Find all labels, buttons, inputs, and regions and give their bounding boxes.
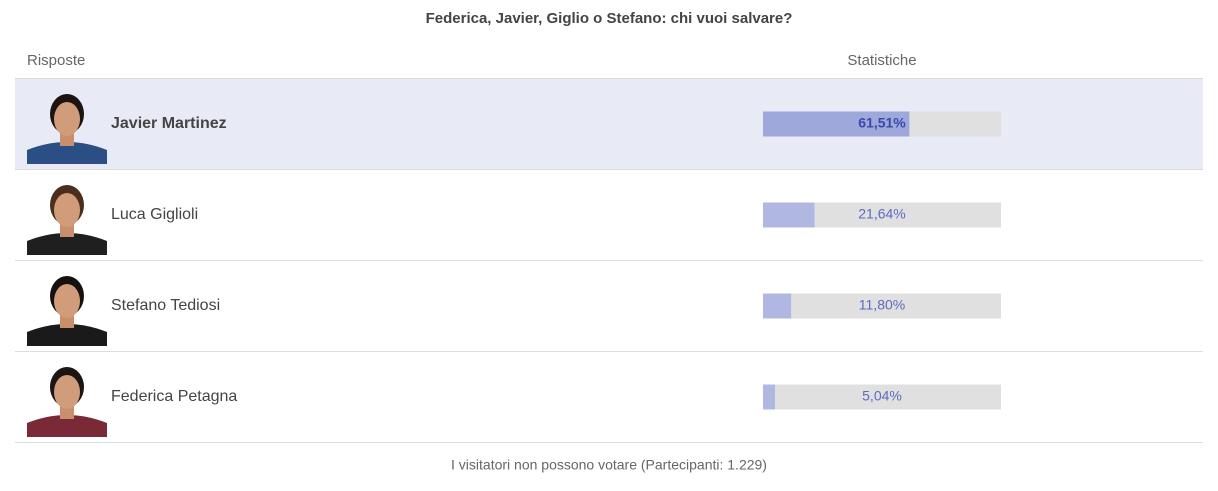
avatar-body: [27, 415, 107, 437]
column-header: Risposte: [27, 52, 85, 69]
bar-label: 61,51%: [858, 115, 906, 131]
option-name: Javier Martinez: [111, 115, 227, 132]
option-name: Luca Giglioli: [111, 206, 198, 223]
option-name: Stefano Tediosi: [111, 297, 220, 314]
avatar-body: [27, 142, 107, 164]
bar: [763, 384, 775, 410]
avatar-face: [54, 102, 80, 136]
bar-label: 21,64%: [858, 206, 905, 222]
avatar-face: [54, 193, 80, 227]
bar-track: [763, 293, 1001, 319]
column-header: Statistiche: [847, 52, 916, 69]
bar: [763, 293, 792, 319]
avatar-neck: [60, 223, 74, 237]
poll-title: Federica, Javier, Giglio o Stefano: chi …: [426, 10, 793, 27]
bar-label: 11,80%: [859, 297, 905, 313]
avatar-neck: [60, 314, 74, 328]
avatar-body: [27, 233, 107, 255]
avatar-body: [27, 324, 107, 346]
avatar-face: [54, 284, 80, 318]
row-highlight: [15, 79, 1203, 169]
avatar-neck: [60, 132, 74, 146]
avatar-face: [54, 375, 80, 409]
bar: [763, 202, 815, 228]
bar-label: 5,04%: [862, 388, 902, 404]
bar: [763, 111, 910, 137]
avatar-neck: [60, 405, 74, 419]
poll-footer: I visitatori non possono votare (Parteci…: [451, 457, 767, 473]
option-name: Federica Petagna: [111, 388, 237, 405]
bar-track: [763, 384, 1001, 410]
